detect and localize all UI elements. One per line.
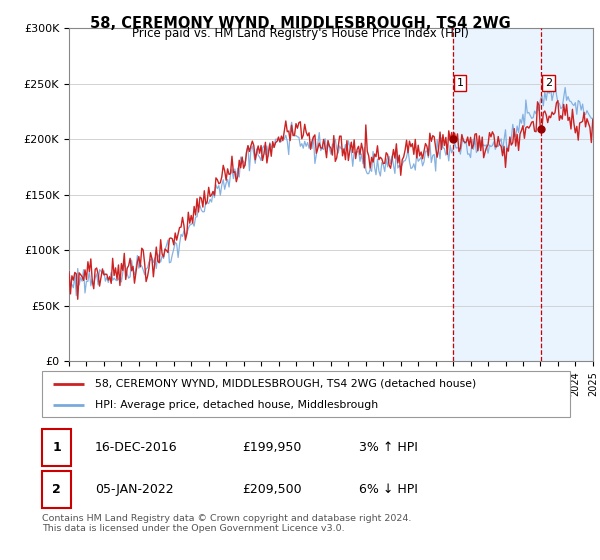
Text: Price paid vs. HM Land Registry's House Price Index (HPI): Price paid vs. HM Land Registry's House … [131,27,469,40]
Text: £209,500: £209,500 [242,483,302,496]
Text: 2: 2 [545,78,552,88]
FancyBboxPatch shape [42,471,71,507]
Text: HPI: Average price, detached house, Middlesbrough: HPI: Average price, detached house, Midd… [95,400,378,410]
FancyBboxPatch shape [42,429,71,465]
Text: 6% ↓ HPI: 6% ↓ HPI [359,483,418,496]
Text: 2: 2 [52,483,61,496]
Bar [453,28,593,361]
Text: 3% ↑ HPI: 3% ↑ HPI [359,441,418,454]
Text: 58, CEREMONY WYND, MIDDLESBROUGH, TS4 2WG: 58, CEREMONY WYND, MIDDLESBROUGH, TS4 2W… [89,16,511,31]
Text: £199,950: £199,950 [242,441,302,454]
Text: 1: 1 [457,78,464,88]
Text: 58, CEREMONY WYND, MIDDLESBROUGH, TS4 2WG (detached house): 58, CEREMONY WYND, MIDDLESBROUGH, TS4 2W… [95,379,476,389]
Text: 16-DEC-2016: 16-DEC-2016 [95,441,178,454]
Text: 05-JAN-2022: 05-JAN-2022 [95,483,173,496]
Text: 1: 1 [52,441,61,454]
Text: Contains HM Land Registry data © Crown copyright and database right 2024.
This d: Contains HM Land Registry data © Crown c… [42,514,412,534]
